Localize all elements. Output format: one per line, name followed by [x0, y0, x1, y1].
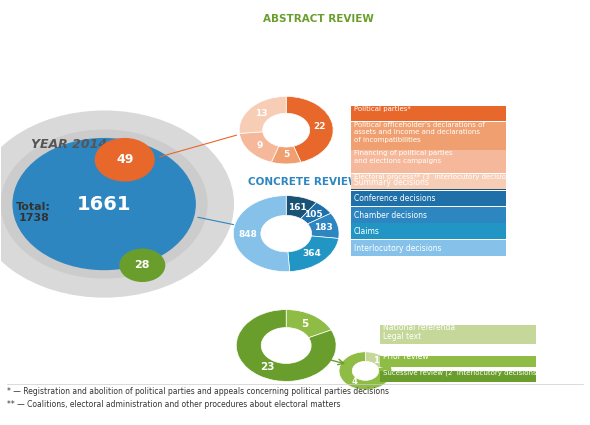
Text: and elections campaigns: and elections campaigns: [354, 158, 441, 164]
Wedge shape: [286, 196, 316, 218]
Text: Prior review: Prior review: [383, 352, 429, 361]
Text: Chamber decisions: Chamber decisions: [354, 211, 427, 220]
Circle shape: [0, 111, 233, 297]
FancyBboxPatch shape: [351, 240, 506, 255]
Wedge shape: [271, 146, 301, 164]
Text: 28: 28: [135, 260, 150, 270]
Wedge shape: [239, 96, 286, 133]
Wedge shape: [286, 309, 331, 338]
Circle shape: [13, 139, 195, 269]
Text: 1661: 1661: [77, 195, 132, 213]
Text: Total:
1738: Total: 1738: [17, 202, 51, 223]
Text: 49: 49: [116, 153, 133, 166]
Wedge shape: [339, 352, 392, 390]
Text: 5: 5: [301, 319, 309, 329]
Circle shape: [96, 139, 154, 181]
Text: Conference decisions: Conference decisions: [354, 194, 435, 203]
FancyBboxPatch shape: [351, 150, 506, 173]
FancyBboxPatch shape: [351, 224, 506, 239]
FancyBboxPatch shape: [351, 122, 506, 150]
Text: 848: 848: [239, 230, 258, 239]
Text: Summary decisions: Summary decisions: [354, 178, 428, 187]
Text: * — Registration and abolition of political parties and appeals concerning polit: * — Registration and abolition of politi…: [7, 388, 389, 397]
Text: Political parties*: Political parties*: [354, 106, 411, 112]
Text: Sucessive review (2  interlocutory decisions): Sucessive review (2 interlocutory decisi…: [383, 369, 539, 376]
Text: 9: 9: [257, 141, 263, 150]
Wedge shape: [236, 309, 336, 381]
Circle shape: [120, 249, 165, 281]
FancyBboxPatch shape: [380, 371, 536, 382]
Circle shape: [1, 130, 207, 278]
Text: 364: 364: [303, 249, 322, 258]
Text: Electoral process** (3  interlocutory decisions): Electoral process** (3 interlocutory dec…: [354, 174, 517, 180]
FancyBboxPatch shape: [351, 190, 506, 206]
Text: assets and income and declarations: assets and income and declarations: [354, 129, 480, 135]
Wedge shape: [301, 202, 331, 224]
Text: CONCRETE REVIEW: CONCRETE REVIEW: [248, 177, 359, 187]
Text: National referenda: National referenda: [383, 323, 455, 332]
Text: YEAR 2014: YEAR 2014: [31, 139, 107, 151]
FancyBboxPatch shape: [351, 207, 506, 223]
Wedge shape: [286, 96, 333, 162]
Text: 22: 22: [313, 122, 326, 131]
Text: 1: 1: [373, 356, 379, 365]
Text: 161: 161: [289, 203, 307, 212]
Text: 13: 13: [255, 109, 267, 118]
Text: 105: 105: [304, 210, 323, 219]
Wedge shape: [233, 196, 290, 272]
Text: 183: 183: [314, 223, 333, 232]
Text: 4: 4: [352, 377, 358, 386]
Text: of incompatibilities: of incompatibilities: [354, 137, 421, 143]
Text: Interlocutory decisions: Interlocutory decisions: [354, 244, 441, 253]
FancyBboxPatch shape: [380, 325, 536, 344]
Text: Legal text: Legal text: [383, 332, 421, 341]
Wedge shape: [365, 352, 391, 368]
Wedge shape: [307, 213, 339, 238]
Text: Financing of political parties: Financing of political parties: [354, 150, 453, 156]
Text: ABSTRACT REVIEW: ABSTRACT REVIEW: [263, 14, 373, 24]
Wedge shape: [288, 236, 339, 272]
FancyBboxPatch shape: [351, 174, 506, 189]
Text: ** — Coalitions, electoral administration and other procedures about electoral m: ** — Coalitions, electoral administratio…: [7, 400, 341, 409]
FancyBboxPatch shape: [380, 356, 536, 367]
FancyBboxPatch shape: [351, 174, 506, 190]
Text: Political officeholder’s declarations of: Political officeholder’s declarations of: [354, 122, 484, 128]
Text: Claims: Claims: [354, 227, 379, 236]
Text: 23: 23: [260, 363, 274, 372]
Wedge shape: [240, 132, 279, 162]
Text: 5: 5: [283, 150, 289, 159]
FancyBboxPatch shape: [351, 106, 506, 121]
